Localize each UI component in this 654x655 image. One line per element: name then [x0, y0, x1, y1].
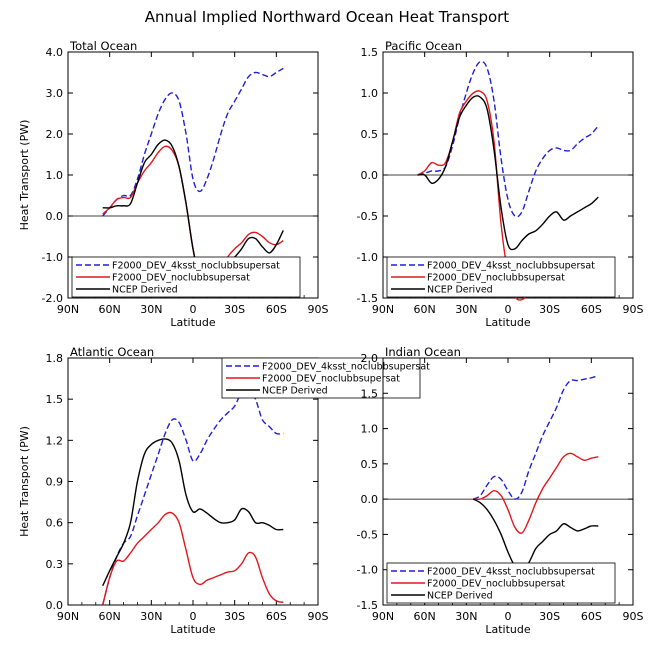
series-line-ncep-derived [102, 139, 284, 287]
y-tick-label: 1.5 [361, 46, 379, 59]
legend-label: F2000_DEV_noclubbsupersat [427, 273, 565, 284]
x-tick-label: 60N [99, 610, 121, 623]
x-tick-label: 90N [372, 303, 394, 316]
figure-title: Annual Implied Northward Ocean Heat Tran… [145, 8, 510, 26]
y-tick-label: -0.5 [357, 210, 378, 223]
x-axis-label: Latitude [485, 316, 531, 329]
y-tick-label: 2.0 [46, 128, 64, 141]
panel-title: Pacific Ocean [385, 39, 462, 53]
y-tick-label: -0.5 [357, 528, 378, 541]
x-tick-label: 60S [266, 303, 287, 316]
x-tick-label: 30N [140, 303, 162, 316]
x-tick-label: 90S [308, 610, 329, 623]
series-line-ncep-derived [102, 438, 284, 587]
legend-label: F2000_DEV_noclubbsupersat [262, 374, 400, 385]
y-tick-label: 4.0 [46, 46, 64, 59]
legend-label: F2000_DEV_noclubbsupersat [112, 273, 250, 284]
legend: F2000_DEV_4ksst_noclubbsupersatF2000_DEV… [386, 562, 616, 604]
legend: F2000_DEV_4ksst_noclubbsupersatF2000_DEV… [71, 256, 301, 298]
legend-label: NCEP Derived [427, 591, 493, 602]
legend-label: F2000_DEV_4ksst_noclubbsupersat [262, 362, 430, 373]
y-tick-label: 0.6 [46, 517, 64, 530]
legend: F2000_DEV_4ksst_noclubbsupersatF2000_DEV… [221, 357, 430, 399]
y-tick-label: 1.0 [361, 87, 379, 100]
x-axis-label: Latitude [485, 623, 531, 636]
x-tick-label: 60N [414, 303, 436, 316]
y-tick-label: -1.0 [357, 564, 378, 577]
x-tick-label: 60S [266, 610, 287, 623]
series-line-f2000-dev-4ksst-noclubbsupersat [473, 374, 599, 500]
panel-atlantic-ocean: 90N 60N 30N 0 30S 60S 90S 0.0 0.3 0.6 0.9 1.2 1.5 1.8… [18, 345, 430, 636]
legend-label: NCEP Derived [112, 285, 178, 296]
legend: F2000_DEV_4ksst_noclubbsupersatF2000_DEV… [386, 256, 616, 298]
y-tick-label: -1.0 [357, 251, 378, 264]
y-axis-label: Heat Transport (PW) [18, 426, 31, 537]
panel-title: Total Ocean [69, 39, 137, 53]
x-tick-label: 30N [140, 610, 162, 623]
x-tick-label: 60N [99, 303, 121, 316]
y-tick-label: 1.5 [46, 393, 64, 406]
series-line-f2000-dev-4ksst-noclubbsupersat [102, 387, 284, 606]
y-tick-label: 1.8 [46, 352, 64, 365]
y-tick-label: 0.0 [46, 599, 64, 612]
x-tick-label: 0 [190, 610, 197, 623]
y-tick-label: 1.5 [361, 387, 379, 400]
y-tick-label: 0.0 [46, 210, 64, 223]
x-tick-label: 90N [57, 610, 79, 623]
panel-total-ocean: 90N 60N 30N 0 30S 60S 90S -2.0 -1.0 0.0 1.0 2.0 3.0 4… [18, 39, 329, 329]
panel-pacific-ocean: 90N 60N 30N 0 30S 60S 90S -1.5 -1.0 -0.5 0.0 0.5 1.0… [357, 39, 644, 329]
x-tick-label: 90S [308, 303, 329, 316]
x-tick-label: 0 [190, 303, 197, 316]
y-tick-label: -2.0 [42, 292, 63, 305]
y-tick-label: -1.0 [42, 251, 63, 264]
series-line-f2000-dev-4ksst-noclubbsupersat [417, 60, 599, 218]
y-tick-label: 0.5 [361, 458, 379, 471]
y-tick-label: 0.5 [361, 128, 379, 141]
legend-label: F2000_DEV_4ksst_noclubbsupersat [427, 261, 595, 272]
series-line-f2000-dev-noclubbsupersat [102, 511, 284, 606]
x-tick-label: 90S [623, 303, 644, 316]
y-tick-label: 0.9 [46, 476, 64, 489]
panel-title: Indian Ocean [385, 345, 461, 359]
y-tick-label: -1.5 [357, 599, 378, 612]
x-tick-label: 30N [455, 610, 477, 623]
x-tick-label: 90N [57, 303, 79, 316]
series-line-f2000-dev-noclubbsupersat [473, 452, 599, 534]
x-tick-label: 90S [623, 610, 644, 623]
y-tick-label: 0.0 [361, 169, 379, 182]
legend-label: F2000_DEV_4ksst_noclubbsupersat [427, 567, 595, 578]
y-tick-label: 1.0 [46, 169, 64, 182]
y-tick-label: 1.2 [46, 434, 64, 447]
panel-indian-ocean: 90N 60N 30N 0 30S 60S 90S -1.5 -1.0 -0.5 0.0 0.5 1.0… [357, 345, 644, 636]
series-line-ncep-derived [417, 95, 599, 251]
y-axis-label: Heat Transport (PW) [18, 120, 31, 231]
x-axis-label: Latitude [170, 623, 216, 636]
x-tick-label: 30S [539, 610, 560, 623]
legend-label: F2000_DEV_noclubbsupersat [427, 579, 565, 590]
y-tick-label: 3.0 [46, 87, 64, 100]
y-tick-label: -1.5 [357, 292, 378, 305]
y-tick-label: 1.0 [361, 423, 379, 436]
x-tick-label: 0 [505, 610, 512, 623]
panel-title: Atlantic Ocean [70, 345, 154, 359]
legend-label: F2000_DEV_4ksst_noclubbsupersat [112, 261, 280, 272]
x-tick-label: 30N [455, 303, 477, 316]
x-tick-label: 60S [581, 610, 602, 623]
x-tick-label: 0 [505, 303, 512, 316]
x-axis-label: Latitude [170, 316, 216, 329]
x-tick-label: 60S [581, 303, 602, 316]
x-tick-label: 30S [224, 303, 245, 316]
legend-label: NCEP Derived [427, 285, 493, 296]
y-tick-label: 0.3 [46, 558, 64, 571]
series-line-f2000-dev-4ksst-noclubbsupersat [102, 67, 284, 217]
y-tick-label: 0.0 [361, 493, 379, 506]
y-tick-label: 2.0 [361, 352, 379, 365]
x-tick-label: 60N [414, 610, 436, 623]
series-line-ncep-derived [472, 498, 599, 571]
x-tick-label: 30S [224, 610, 245, 623]
legend-label: NCEP Derived [262, 386, 328, 397]
x-tick-label: 30S [539, 303, 560, 316]
x-tick-label: 90N [372, 610, 394, 623]
